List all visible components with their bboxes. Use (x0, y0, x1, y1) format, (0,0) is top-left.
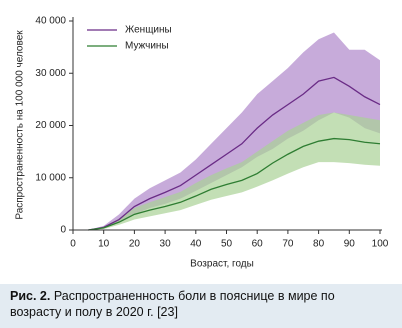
confidence-band (88, 32, 380, 231)
x-tick-label: 30 (160, 239, 172, 250)
legend-label: Женщины (125, 25, 172, 36)
y-tick-label: 30 000 (35, 68, 66, 79)
legend-label: Мужчины (125, 41, 169, 52)
caption-text: Рис. 2. Распространенность боли в поясни… (10, 288, 360, 320)
series-line (88, 76, 381, 231)
x-tick-label: 0 (70, 239, 76, 250)
x-axis-label: Возраст, годы (190, 259, 254, 270)
x-tick-label: 60 (252, 239, 264, 250)
caption-body: Распространенность боли в пояснице в мир… (10, 289, 335, 319)
x-tick-label: 90 (344, 239, 356, 250)
chart: Возраст, годы Распространенность на 100 … (15, 16, 389, 270)
caption-label: Рис. 2. (10, 289, 51, 303)
y-tick-label: 10 000 (35, 172, 66, 183)
x-tick-label: 70 (282, 239, 294, 250)
x-tick-label: 50 (221, 239, 233, 250)
x-tick-label: 80 (313, 239, 325, 250)
x-tick-label: 10 (98, 239, 110, 250)
confidence-band (88, 112, 380, 230)
x-tick-label: 40 (190, 239, 202, 250)
y-axis-label: Распространенность на 100 000 человек (15, 30, 26, 220)
caption: Рис. 2. Распространенность боли в поясни… (0, 284, 402, 328)
y-tick-label: 40 000 (35, 16, 66, 27)
x-tick-label: 20 (129, 239, 141, 250)
series-line (88, 137, 381, 231)
y-tick-label: 0 (60, 225, 66, 236)
x-tick-label: 100 (372, 239, 389, 250)
y-tick-label: 20 000 (35, 120, 66, 131)
